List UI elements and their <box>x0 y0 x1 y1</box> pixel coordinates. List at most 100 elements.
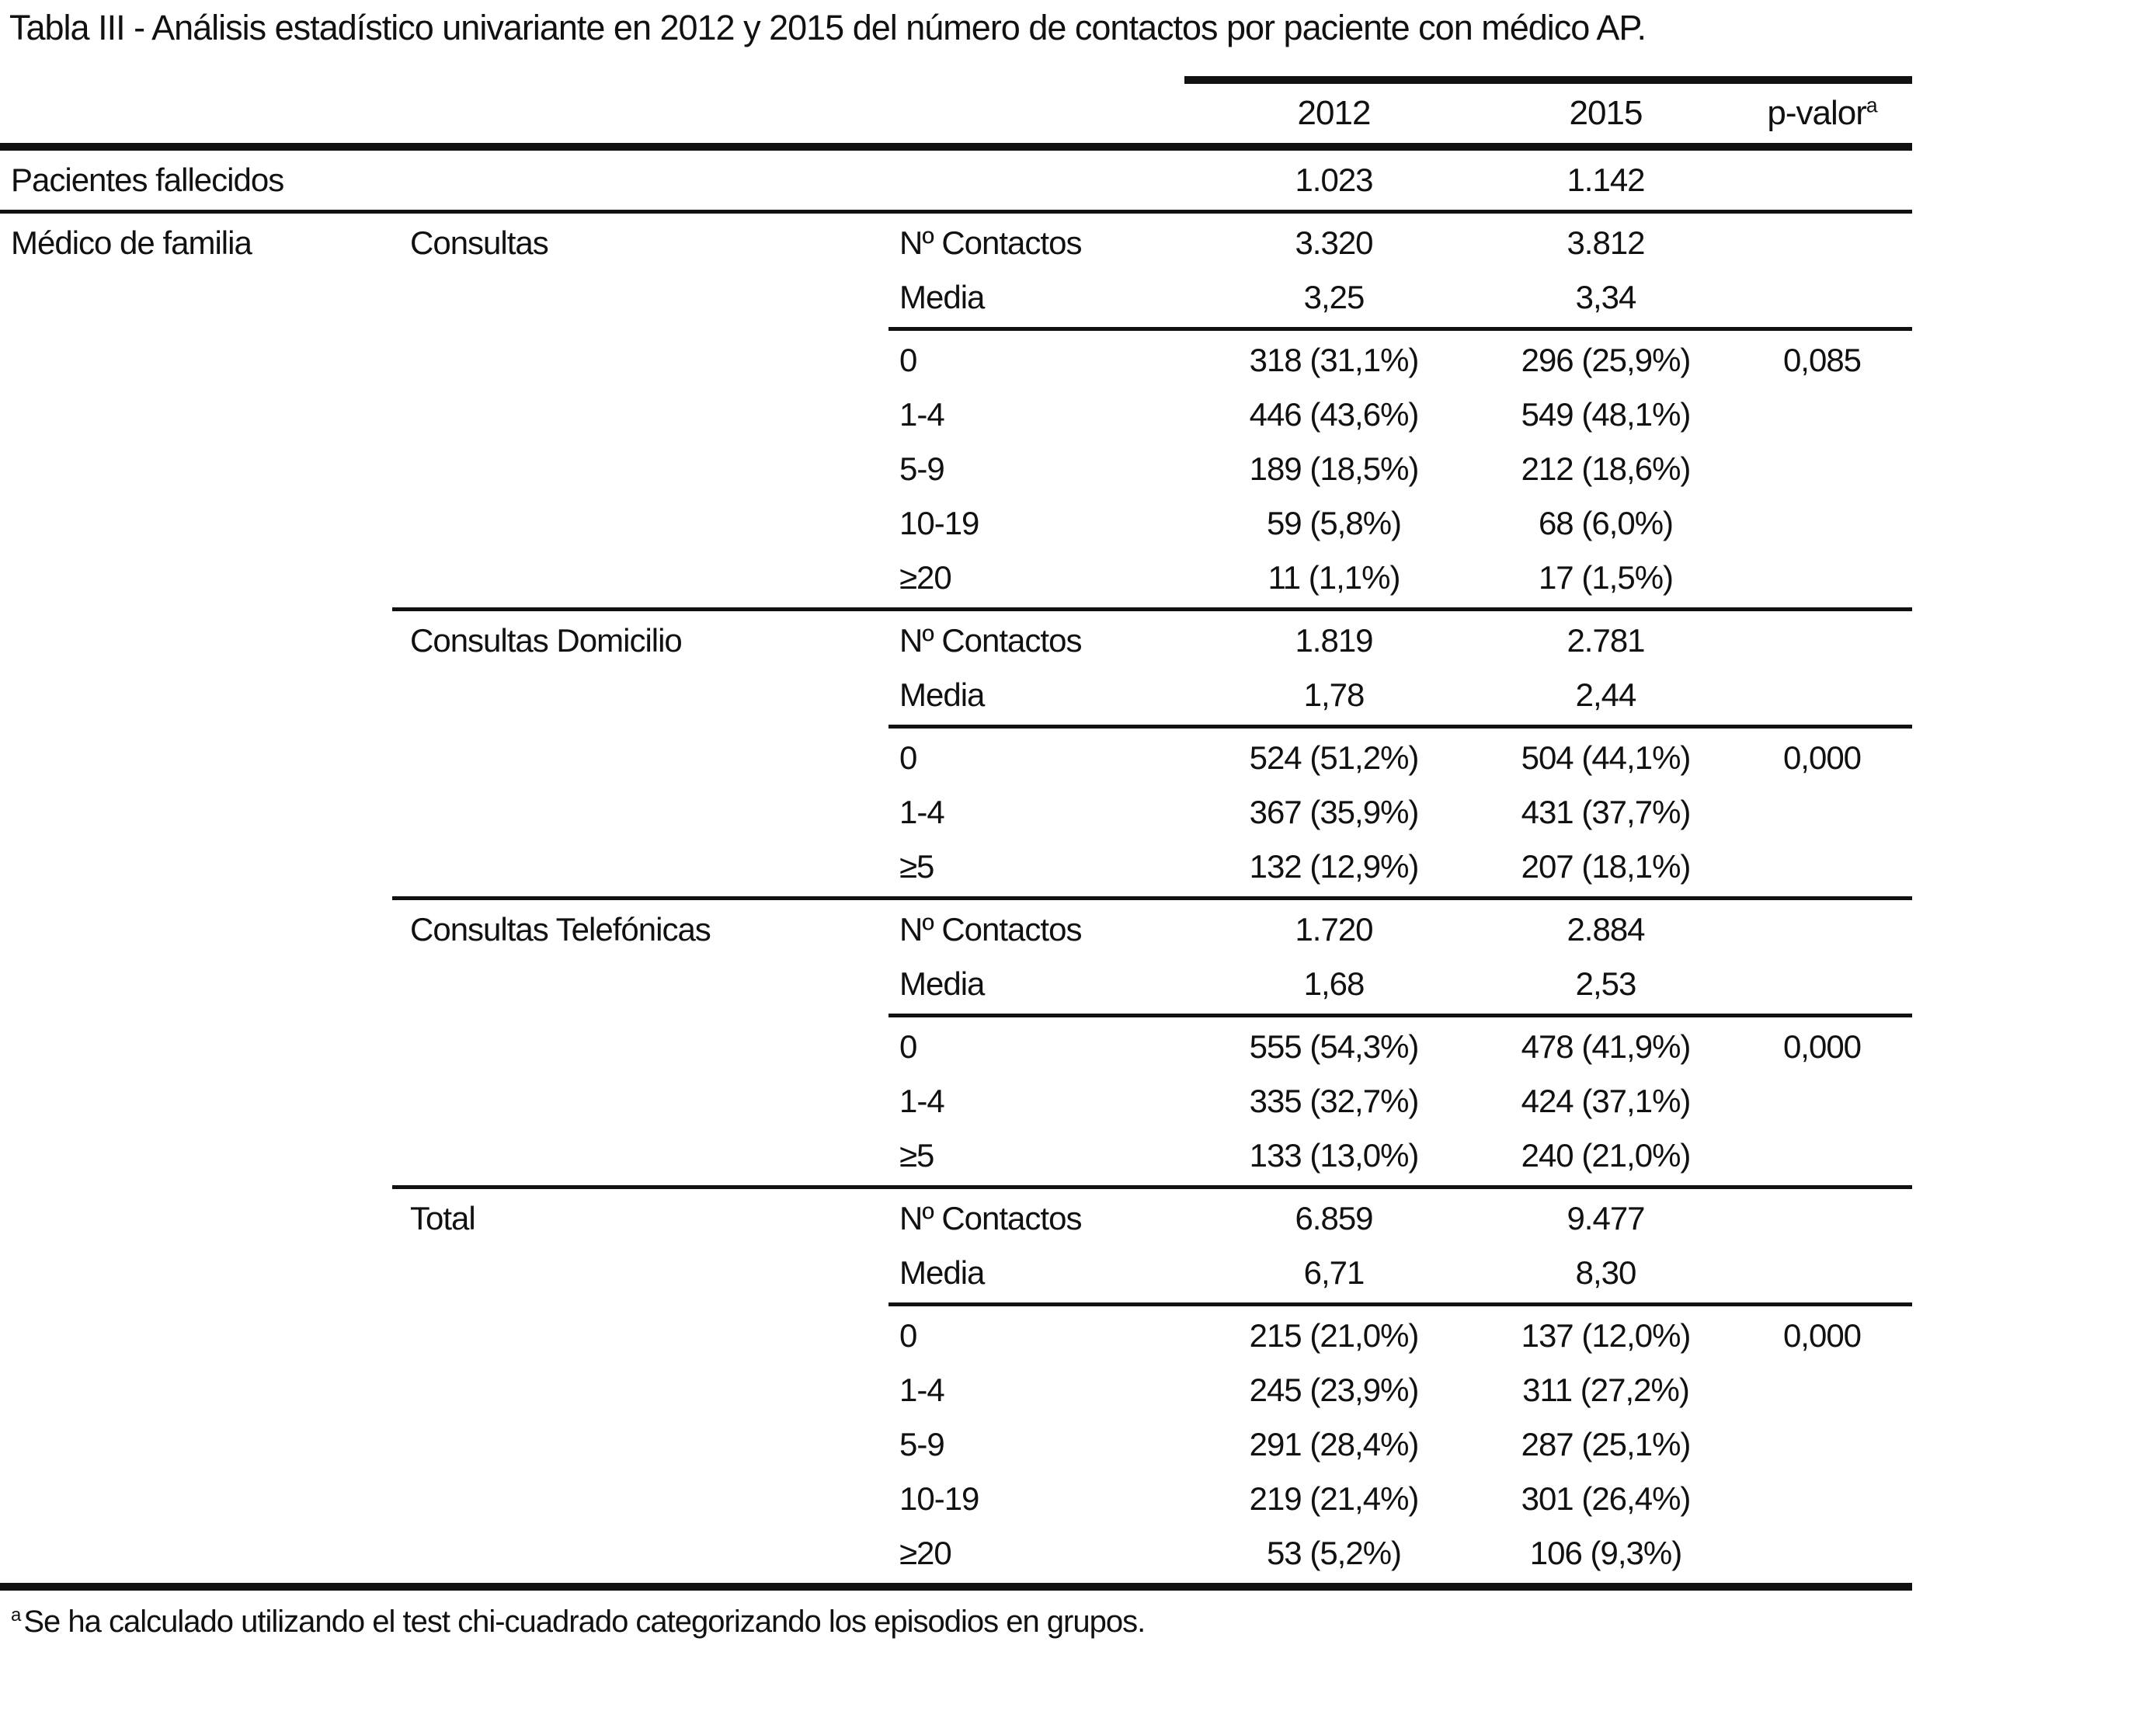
cell-c4: 1,68 <box>1303 965 1365 1002</box>
cell-c5: 2.884 <box>1567 911 1645 948</box>
cell-c2 <box>404 270 893 325</box>
cell-c4: 219 (21,4%) <box>1249 1480 1420 1517</box>
cell-c4: 132 (12,9%) <box>1249 848 1420 885</box>
header-p-valor: p-valora <box>1732 86 1912 141</box>
cell-c6 <box>1732 551 1912 605</box>
cell-c2: Consultas <box>410 224 549 261</box>
table-row: Media 3,25 3,34 <box>0 270 1912 325</box>
cell-c3: Media <box>899 279 985 315</box>
section-rule <box>888 327 1912 331</box>
cell-c6 <box>1732 1526 1912 1581</box>
cell-c3: 1-4 <box>899 1372 945 1408</box>
cell-c5: 3.812 <box>1567 224 1645 261</box>
cell-c6 <box>1732 1074 1912 1128</box>
table-row: 0 318 (31,1%) 296 (25,9%) 0,085 <box>0 333 1912 388</box>
cell-c6 <box>1732 270 1912 325</box>
cell-c1 <box>0 1363 404 1417</box>
cell-c4: 3.320 <box>1295 224 1373 261</box>
header-spacer <box>404 86 893 141</box>
cell-c6 <box>1732 957 1912 1011</box>
table-row: Pacientes fallecidos 1.023 1.142 <box>0 153 1912 207</box>
cell-c2: Consultas Domicilio <box>410 622 683 659</box>
cell-c2 <box>404 153 893 207</box>
cell-c1 <box>0 442 404 496</box>
cell-c3: 10-19 <box>899 1480 979 1517</box>
cell-c3: Media <box>899 676 985 713</box>
top-rule <box>1184 76 1912 84</box>
cell-c4: 318 (31,1%) <box>1249 342 1420 378</box>
cell-c5: 287 (25,1%) <box>1521 1426 1692 1462</box>
cell-c4: 1,78 <box>1303 676 1365 713</box>
table-row: 10-19 219 (21,4%) 301 (26,4%) <box>0 1472 1912 1526</box>
cell-c1: Médico de familia <box>11 224 252 261</box>
cell-c5: 311 (27,2%) <box>1522 1372 1690 1408</box>
cell-c2 <box>404 333 893 388</box>
cell-c6 <box>1732 1417 1912 1472</box>
cell-c3: 10-19 <box>899 505 979 541</box>
cell-c5: 137 (12,0%) <box>1521 1317 1692 1354</box>
cell-c6 <box>1732 496 1912 551</box>
cell-c5: 2,53 <box>1575 965 1637 1002</box>
cell-c6 <box>1732 1191 1912 1246</box>
cell-c6: 0,000 <box>1782 1317 1862 1354</box>
cell-c3: Nº Contactos <box>899 1200 1082 1236</box>
cell-c3: 0 <box>899 1028 917 1065</box>
cell-c3: 0 <box>899 342 917 378</box>
cell-c1 <box>0 1074 404 1128</box>
cell-c1 <box>0 785 404 840</box>
table-row: Consultas Domicilio Nº Contactos 1.819 2.78… <box>0 614 1912 668</box>
table-row: 10-19 59 (5,8%) 68 (6,0%) <box>0 496 1912 551</box>
cell-c1 <box>0 1417 404 1472</box>
section-rule <box>392 607 1912 611</box>
cell-c6 <box>1732 614 1912 668</box>
cell-c5: 17 (1,5%) <box>1538 559 1674 596</box>
cell-c6 <box>1732 1363 1912 1417</box>
cell-c3 <box>893 153 1188 207</box>
cell-c1 <box>0 840 404 894</box>
cell-c1 <box>0 270 404 325</box>
footnote-text: Se ha calculado utilizando el test chi-c… <box>23 1605 1146 1639</box>
cell-c6 <box>1732 388 1912 442</box>
cell-c2 <box>404 1128 893 1183</box>
cell-c2 <box>404 1363 893 1417</box>
cell-c2: Consultas Telefónicas <box>410 911 711 948</box>
table-row: 0 555 (54,3%) 478 (41,9%) 0,000 <box>0 1020 1912 1074</box>
bottom-rule <box>0 1583 1912 1591</box>
table-row: ≥20 53 (5,2%) 106 (9,3%) <box>0 1526 1912 1581</box>
cell-c6 <box>1732 1472 1912 1526</box>
cell-c3: ≥20 <box>899 1535 952 1571</box>
cell-c5: 68 (6,0%) <box>1538 505 1674 541</box>
section-rule <box>888 1302 1912 1306</box>
cell-c1 <box>0 731 404 785</box>
cell-c1 <box>0 1526 404 1581</box>
cell-c6 <box>1732 902 1912 957</box>
cell-c6 <box>1732 1246 1912 1300</box>
cell-c1 <box>0 1020 404 1074</box>
cell-c2 <box>404 1472 893 1526</box>
cell-c1 <box>0 1309 404 1363</box>
cell-c6 <box>1732 840 1912 894</box>
cell-c5: 549 (48,1%) <box>1521 396 1692 433</box>
cell-c5: 8,30 <box>1575 1254 1637 1291</box>
section-rule <box>888 725 1912 729</box>
cell-c6 <box>1732 442 1912 496</box>
cell-c2 <box>404 1526 893 1581</box>
cell-c2 <box>404 1309 893 1363</box>
table-row: ≥5 133 (13,0%) 240 (21,0%) <box>0 1128 1912 1183</box>
cell-c6 <box>1732 1128 1912 1183</box>
cell-c1 <box>0 388 404 442</box>
table-row: 1-4 446 (43,6%) 549 (48,1%) <box>0 388 1912 442</box>
table-row: 0 215 (21,0%) 137 (12,0%) 0,000 <box>0 1309 1912 1363</box>
cell-c2 <box>404 496 893 551</box>
cell-c2 <box>404 442 893 496</box>
cell-c3: 5-9 <box>899 450 945 487</box>
table-row: Total Nº Contactos 6.859 9.477 <box>0 1191 1912 1246</box>
cell-c4: 3,25 <box>1303 279 1365 315</box>
cell-c2 <box>404 1417 893 1472</box>
header-year-2012: 2012 <box>1297 94 1372 132</box>
cell-c2 <box>404 957 893 1011</box>
cell-c4: 189 (18,5%) <box>1249 450 1420 487</box>
cell-c4: 291 (28,4%) <box>1249 1426 1420 1462</box>
cell-c2 <box>404 840 893 894</box>
cell-c5: 504 (44,1%) <box>1521 739 1692 776</box>
